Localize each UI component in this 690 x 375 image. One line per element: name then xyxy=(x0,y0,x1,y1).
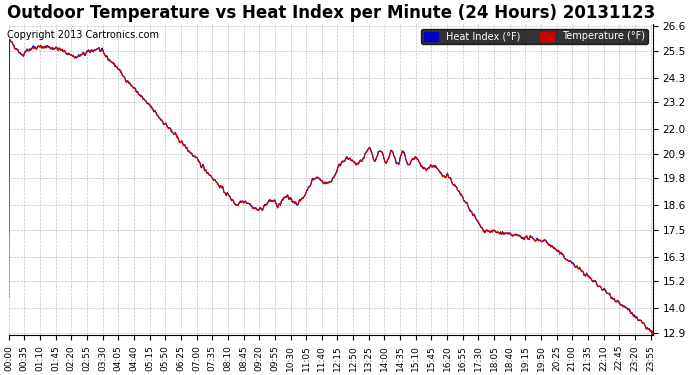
Legend: Heat Index (°F), Temperature (°F): Heat Index (°F), Temperature (°F) xyxy=(421,28,648,44)
Title: Outdoor Temperature vs Heat Index per Minute (24 Hours) 20131123: Outdoor Temperature vs Heat Index per Mi… xyxy=(7,4,655,22)
Text: Copyright 2013 Cartronics.com: Copyright 2013 Cartronics.com xyxy=(7,30,159,39)
